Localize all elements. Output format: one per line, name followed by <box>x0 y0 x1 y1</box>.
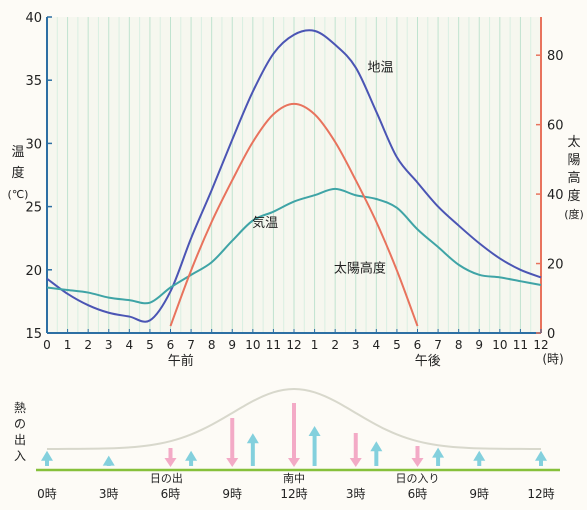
heat-out-arrowhead <box>473 450 486 461</box>
bottom-tick-label: 0時 <box>37 487 57 501</box>
heat-budget-curve <box>46 387 542 450</box>
x-tick-label: 3 <box>352 338 360 352</box>
heat-in-arrowhead <box>288 458 300 467</box>
x-tick-label: 11 <box>266 338 281 352</box>
y-right-label-char: 陽 <box>567 153 580 168</box>
x-tick-label: 4 <box>126 338 134 352</box>
y-left-tick-label: 40 <box>25 11 42 26</box>
x-tick-label: 9 <box>228 338 236 352</box>
x-tick-label: 9 <box>475 338 483 352</box>
morning-label: 午前 <box>168 353 194 369</box>
bottom-tick-label: 3時 <box>346 487 366 501</box>
heat-in-arrowhead <box>164 458 177 467</box>
x-tick-label: 1 <box>311 338 319 352</box>
bottom-tick-label: 6時 <box>161 487 181 501</box>
x-unit-label: (時) <box>542 352 563 366</box>
solar-altitude-label: 太陽高度 <box>334 260 386 276</box>
y-left-tick-label: 15 <box>25 327 42 342</box>
y-left-label-char: (℃) <box>8 188 29 201</box>
y-right-label-char: 太 <box>567 135 580 150</box>
annotation-label: 南中 <box>283 472 305 485</box>
air-temp-label: 気温 <box>252 215 278 231</box>
bottom-tick-label: 6時 <box>408 487 428 501</box>
y-left-tick-label: 35 <box>25 74 42 89</box>
bottom-tick-label: 9時 <box>222 487 242 501</box>
x-tick-label: 5 <box>146 338 154 352</box>
y-right-tick-label: 20 <box>547 258 564 273</box>
x-tick-label: 8 <box>208 338 216 352</box>
y-right-tick-label: 0 <box>547 327 555 342</box>
x-tick-label: 7 <box>187 338 195 352</box>
y-right-label-char: 高 <box>567 170 580 186</box>
bottom-tick-label: 9時 <box>469 487 489 501</box>
x-tick-label: 7 <box>434 338 442 352</box>
x-tick-label: 4 <box>373 338 381 352</box>
heat-label-char: 入 <box>14 449 26 463</box>
heat-label-char: 熱 <box>14 401 26 415</box>
y-right-label-char: 度 <box>567 188 580 204</box>
afternoon-label: 午後 <box>415 354 441 369</box>
bottom-tick-label: 3時 <box>99 487 119 501</box>
y-right-tick-label: 80 <box>547 49 564 64</box>
x-tick-label: 3 <box>105 338 113 352</box>
ground-temp-label: 地温 <box>367 60 393 75</box>
y-left-label-char: 度 <box>11 165 24 181</box>
solar-altitude-line <box>169 102 419 327</box>
annotation-label: 日の出 <box>150 471 183 485</box>
heat-out-arrowhead <box>535 450 547 461</box>
heat-out-arrowhead <box>41 450 53 461</box>
heat-out-arrowhead <box>432 447 445 458</box>
x-tick-label: 8 <box>455 338 463 352</box>
bottom-tick-label: 12時 <box>527 487 554 501</box>
x-tick-label: 1 <box>64 338 72 352</box>
y-right-tick-label: 40 <box>547 188 564 203</box>
y-right-tick-label: 60 <box>547 119 564 134</box>
heat-label-char: の <box>14 417 26 431</box>
x-tick-label: 2 <box>84 338 92 352</box>
y-left-tick-label: 30 <box>25 137 42 152</box>
x-tick-label: 10 <box>492 338 507 352</box>
x-tick-label: 12 <box>533 338 548 352</box>
bottom-tick-label: 12時 <box>280 487 307 501</box>
heat-out-arrowhead <box>102 455 115 466</box>
heat-out-arrowhead <box>308 426 321 436</box>
heat-label-char: 出 <box>14 433 26 447</box>
x-tick-label: 2 <box>331 338 339 352</box>
heat-out-arrowhead <box>246 433 259 444</box>
y-left-tick-label: 25 <box>25 201 42 216</box>
heat-out-arrowhead <box>185 450 198 461</box>
x-tick-label: 5 <box>393 338 401 352</box>
x-tick-label: 12 <box>286 338 301 352</box>
heat-in-arrowhead <box>226 458 239 467</box>
heat-out-arrowhead <box>370 441 383 452</box>
x-tick-label: 0 <box>43 338 51 352</box>
annotation-label: 日の入り <box>396 472 440 485</box>
heat-in-arrowhead <box>349 458 362 467</box>
ground-temp-line <box>46 29 542 323</box>
x-tick-label: 11 <box>513 338 528 352</box>
x-tick-label: 6 <box>167 338 175 352</box>
y-left-tick-label: 20 <box>25 264 42 279</box>
y-right-label-char: (度) <box>564 207 584 221</box>
x-tick-label: 10 <box>245 338 260 352</box>
y-left-label-char: 温 <box>11 145 24 160</box>
air-temp-line <box>46 187 542 305</box>
heat-in-arrowhead <box>411 458 424 467</box>
x-tick-label: 6 <box>414 338 422 352</box>
